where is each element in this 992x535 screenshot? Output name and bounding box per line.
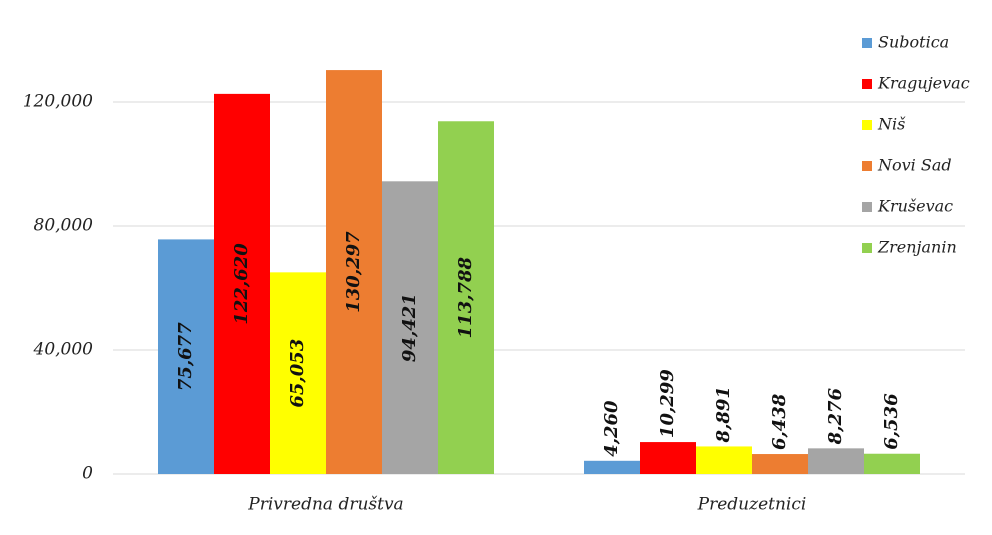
legend-swatch	[862, 79, 872, 89]
legend-swatch	[862, 38, 872, 48]
x-tick-label: Preduzetnici	[697, 495, 807, 515]
data-label: 113,788	[455, 256, 476, 338]
data-label: 122,620	[231, 243, 252, 325]
bar	[214, 93, 270, 475]
data-label: 65,053	[287, 339, 308, 408]
data-label: 75,677	[175, 322, 196, 391]
data-label: 6,438	[769, 393, 790, 450]
data-label: 8,891	[713, 386, 734, 443]
bar	[696, 446, 752, 474]
legend-swatch	[862, 202, 872, 212]
legend-label: Novi Sad	[877, 156, 952, 175]
bar	[270, 272, 326, 474]
data-label: 8,276	[825, 388, 846, 446]
legend-swatch	[862, 161, 872, 171]
bar	[438, 121, 494, 474]
bar	[640, 442, 696, 474]
y-tick-label: 40,000	[33, 340, 94, 360]
bar	[808, 448, 864, 474]
legend-label: Kruševac	[877, 197, 953, 216]
data-label: 94,421	[399, 293, 420, 362]
bar	[584, 460, 640, 474]
bar	[752, 454, 808, 474]
bar	[382, 181, 438, 474]
legend-label: Niš	[877, 115, 906, 134]
data-label: 4,260	[601, 400, 622, 457]
legend-swatch	[862, 120, 872, 130]
bar	[326, 70, 382, 475]
legend-label: Kragujevac	[877, 74, 970, 93]
legend-label: Zrenjanin	[877, 238, 957, 257]
y-tick-label: 0	[82, 464, 93, 484]
legend-label: Subotica	[878, 33, 949, 52]
y-tick-label: 120,000	[23, 92, 93, 112]
legend-swatch	[862, 243, 872, 253]
y-tick-label: 80,000	[34, 216, 94, 236]
bar	[158, 239, 214, 474]
data-label: 10,299	[657, 369, 678, 438]
data-label: 130,297	[343, 231, 364, 313]
x-tick-label: Privredna društva	[247, 495, 403, 515]
data-label: 6,536	[881, 393, 902, 450]
bar	[864, 453, 920, 474]
